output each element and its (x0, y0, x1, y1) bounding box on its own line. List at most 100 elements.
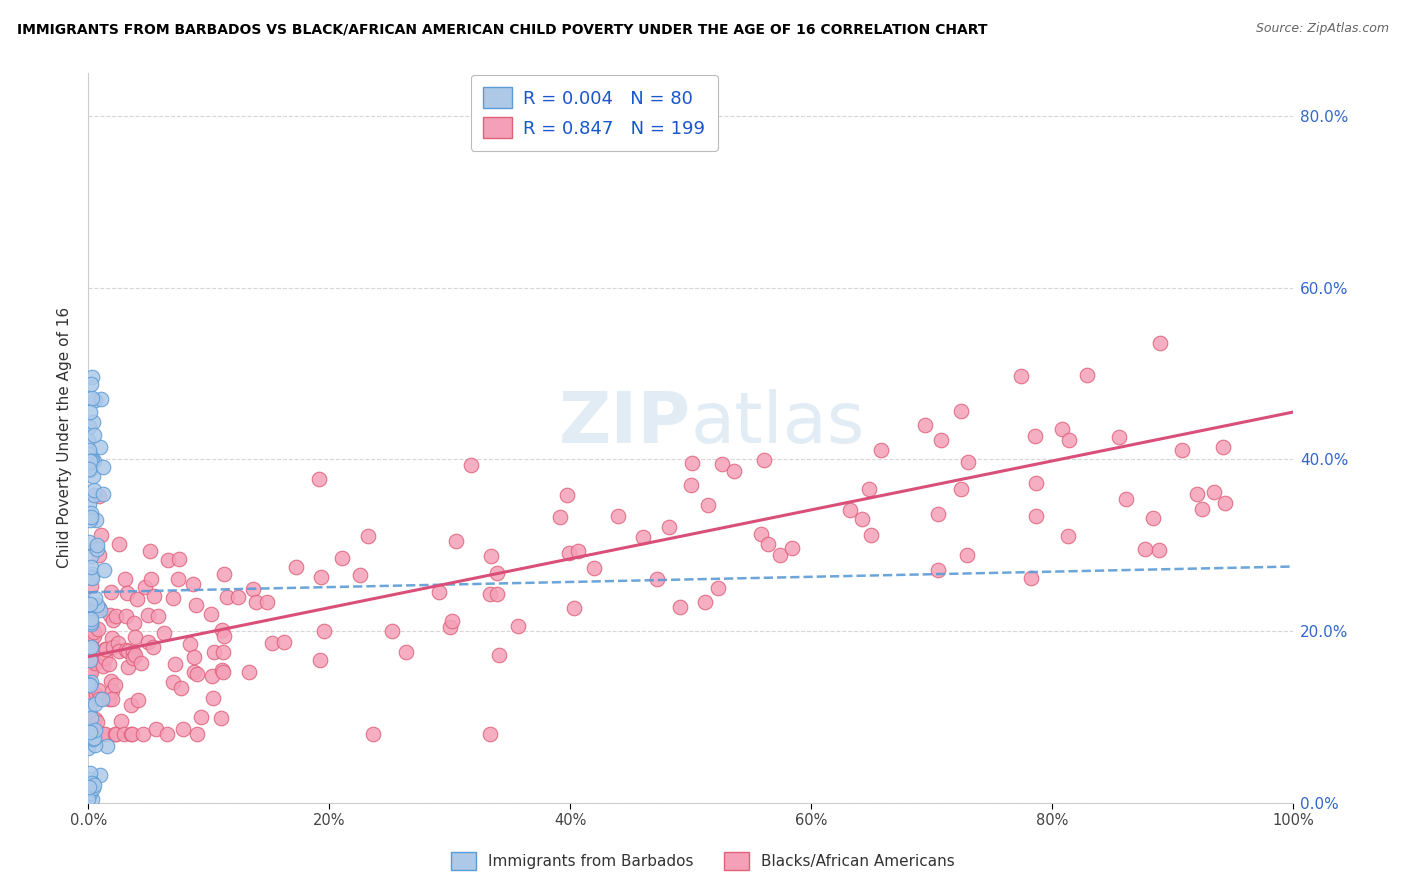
Point (723, 464, 745, 478)
Point (103, 613, 125, 627)
Point (186, 667, 208, 681)
Point (83, 427, 105, 442)
Point (77, 419, 100, 434)
Point (80, 452, 103, 467)
Point (83, 731, 105, 746)
Point (82, 469, 104, 483)
Point (94, 727, 117, 741)
Point (86, 715, 108, 730)
Point (707, 582, 730, 596)
Point (84, 513, 107, 527)
Point (86, 683, 108, 698)
Point (91, 487, 114, 501)
Point (87, 691, 110, 706)
Point (89, 603, 111, 617)
Point (1076, 368, 1098, 382)
Point (209, 711, 232, 725)
Point (124, 631, 146, 645)
Point (79, 405, 101, 419)
Point (1108, 430, 1130, 444)
Point (1202, 485, 1225, 500)
Point (162, 591, 184, 606)
Point (256, 594, 278, 608)
Point (658, 520, 681, 534)
Point (84, 727, 107, 741)
Point (606, 509, 628, 524)
Point (114, 643, 136, 657)
Point (105, 608, 128, 623)
Point (122, 651, 145, 665)
Point (211, 624, 233, 638)
Point (120, 727, 142, 741)
Point (1185, 487, 1208, 501)
Point (439, 619, 461, 633)
Point (567, 544, 589, 558)
Point (80, 727, 103, 741)
Point (93, 563, 115, 577)
Point (79, 724, 101, 739)
Point (238, 665, 260, 680)
Point (115, 586, 138, 600)
Point (80, 506, 103, 520)
Point (212, 665, 235, 680)
Point (214, 628, 236, 642)
Point (77, 606, 100, 620)
Point (79, 612, 101, 626)
Point (1019, 571, 1042, 585)
Point (83, 629, 105, 643)
Point (77, 699, 100, 714)
Point (79, 453, 101, 467)
Point (80, 674, 103, 689)
Point (87, 489, 110, 503)
Point (87, 548, 110, 562)
Point (136, 635, 159, 649)
Point (669, 600, 692, 615)
Point (79, 765, 101, 780)
Point (163, 657, 186, 672)
Text: IMMIGRANTS FROM BARBADOS VS BLACK/AFRICAN AMERICAN CHILD POVERTY UNDER THE AGE O: IMMIGRANTS FROM BARBADOS VS BLACK/AFRICA… (17, 22, 987, 37)
Point (927, 563, 949, 577)
Point (508, 619, 530, 633)
Point (769, 548, 792, 562)
Point (115, 609, 138, 624)
Point (153, 625, 176, 640)
Point (330, 550, 353, 565)
Point (1025, 508, 1047, 523)
Point (156, 553, 179, 567)
Point (112, 727, 135, 741)
Point (308, 472, 330, 486)
Point (98, 607, 121, 622)
Point (80, 510, 103, 524)
Point (83, 454, 105, 468)
Point (780, 541, 803, 555)
Point (80, 377, 103, 392)
Point (681, 478, 703, 492)
Point (83, 723, 105, 737)
Point (80, 664, 103, 678)
Point (83, 541, 105, 556)
Point (710, 457, 733, 471)
Point (80, 724, 103, 739)
Point (212, 567, 235, 582)
Point (1147, 543, 1170, 558)
Point (94, 641, 117, 656)
Point (80, 665, 103, 679)
Point (80, 453, 103, 467)
Point (79, 653, 101, 667)
Point (80, 727, 103, 741)
Point (83, 483, 105, 497)
Point (80, 792, 103, 806)
Point (201, 669, 224, 683)
Point (202, 645, 225, 659)
Point (120, 698, 142, 712)
Point (96, 739, 118, 753)
Point (83, 727, 105, 741)
Point (697, 499, 720, 513)
Point (395, 644, 418, 658)
Point (562, 601, 585, 615)
Point (98, 692, 121, 706)
Point (80, 617, 103, 632)
Point (80, 579, 103, 593)
Point (139, 544, 162, 558)
Point (460, 458, 482, 472)
